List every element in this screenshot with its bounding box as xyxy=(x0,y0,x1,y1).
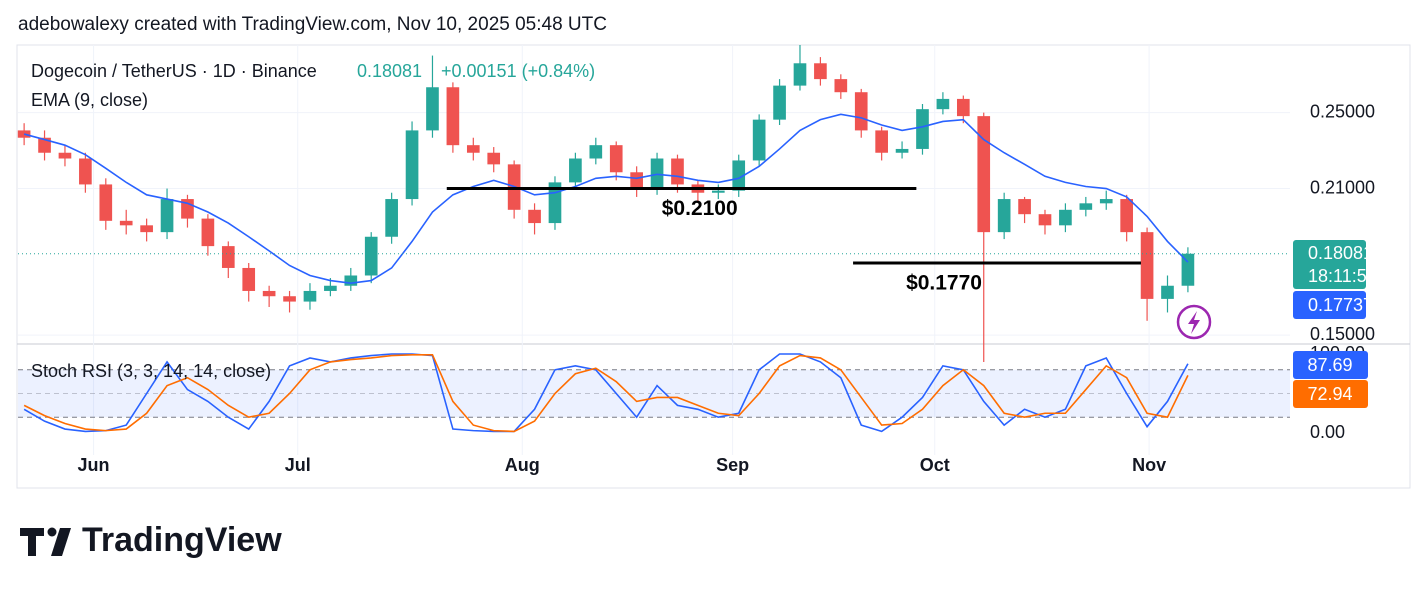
candle-body xyxy=(38,137,51,153)
candle-body xyxy=(834,79,848,93)
candle-body xyxy=(752,119,766,161)
candle-body xyxy=(671,158,684,185)
x-tick-label: Aug xyxy=(505,455,540,475)
candle-body xyxy=(160,199,174,233)
candle-body xyxy=(895,148,909,153)
logo-dot xyxy=(47,527,57,537)
candle-body xyxy=(262,290,276,297)
plot xyxy=(17,45,1290,433)
candle-body xyxy=(814,63,827,80)
candle-body xyxy=(528,209,541,224)
candle-body xyxy=(405,130,419,200)
candle-body xyxy=(1120,199,1133,233)
candle-body xyxy=(79,158,92,185)
support-label: $0.1770 xyxy=(906,272,982,295)
symbol-title: Dogecoin / TetherUS · 1D · Binance xyxy=(31,61,317,81)
x-tick-label: Jun xyxy=(78,455,110,475)
stoch-legend: Stoch RSI (3, 3, 14, 14, close) xyxy=(31,361,271,381)
grid xyxy=(18,45,1290,455)
candle-body xyxy=(997,199,1011,233)
candle-body xyxy=(569,158,582,183)
candle-body xyxy=(732,160,746,191)
candle-body xyxy=(385,199,398,237)
x-tick-label: Oct xyxy=(920,455,950,475)
stoch-line xyxy=(23,353,1189,433)
candle-body xyxy=(1099,199,1113,204)
candle-body xyxy=(426,87,439,131)
candle-body xyxy=(1181,253,1195,286)
candle-body xyxy=(303,290,317,302)
candle-body xyxy=(242,267,256,291)
logo-mark xyxy=(20,528,44,556)
candle-body xyxy=(487,152,501,165)
y-tick-label: 0.15000 xyxy=(1310,324,1375,344)
stoch-band xyxy=(18,369,1290,418)
candle-body xyxy=(1059,209,1072,226)
candle-body xyxy=(283,296,296,302)
countdown: 18:11:55 xyxy=(1308,266,1377,286)
alert-bolt xyxy=(1188,311,1200,334)
x-tick-label: Nov xyxy=(1132,455,1166,475)
support-label: $0.2100 xyxy=(662,197,738,220)
candle-body xyxy=(1079,203,1093,210)
candle-body xyxy=(466,145,480,153)
candle-body xyxy=(99,184,113,221)
candle-body xyxy=(324,285,337,291)
stoch-label: 87.69 xyxy=(1307,355,1352,375)
candle-body xyxy=(916,109,929,149)
candle-body xyxy=(773,85,786,120)
candle-body xyxy=(201,218,215,247)
candle-body xyxy=(58,152,72,159)
logo-slash xyxy=(51,528,71,556)
candle-body xyxy=(630,172,643,189)
candle-body xyxy=(1038,214,1052,226)
candle-body xyxy=(977,116,991,233)
logo-text: TradingView xyxy=(82,521,282,559)
price-box xyxy=(1293,240,1366,289)
y-tick-label: 0.25000 xyxy=(1310,101,1375,121)
ema-label: 0.17737 xyxy=(1308,295,1373,315)
frame xyxy=(16,44,1411,489)
candle-body xyxy=(1018,199,1031,215)
credit: adebowalexy created with TradingView.com… xyxy=(18,14,607,35)
price-change: +0.00151 (+0.84%) xyxy=(441,61,595,81)
stoch-box xyxy=(1293,351,1368,379)
candle-body xyxy=(956,98,970,117)
candle-body xyxy=(936,98,950,110)
candle-body xyxy=(221,246,235,268)
x-tick-label: Jul xyxy=(285,455,311,475)
stoch-label: 72.94 xyxy=(1307,384,1352,404)
ema-line xyxy=(23,113,1189,284)
stoch-box xyxy=(1293,380,1368,408)
candle-body xyxy=(1140,232,1154,299)
candle-body xyxy=(140,225,153,233)
stoch-line xyxy=(23,353,1189,433)
candle-body xyxy=(711,190,725,193)
candle-body xyxy=(793,63,807,86)
candle-body xyxy=(446,87,460,146)
candle-body xyxy=(589,145,603,159)
x-tick-label: Sep xyxy=(716,455,749,475)
candle-body xyxy=(119,220,133,226)
candle-body xyxy=(875,130,888,153)
y-tick-label: 0.00 xyxy=(1310,422,1345,442)
last-price: 0.18081 xyxy=(357,61,422,81)
candle-body xyxy=(609,145,623,173)
candle-body xyxy=(344,275,358,286)
candle-body xyxy=(1161,285,1174,299)
candle-body xyxy=(854,92,868,131)
y-tick-label: 0.21000 xyxy=(1310,177,1375,197)
candle-body xyxy=(364,236,378,276)
price-label: 0.18081 xyxy=(1308,243,1373,263)
logo: TradingView xyxy=(20,521,282,559)
ema-box xyxy=(1293,291,1366,319)
ema-legend: EMA (9, close) xyxy=(31,90,148,110)
